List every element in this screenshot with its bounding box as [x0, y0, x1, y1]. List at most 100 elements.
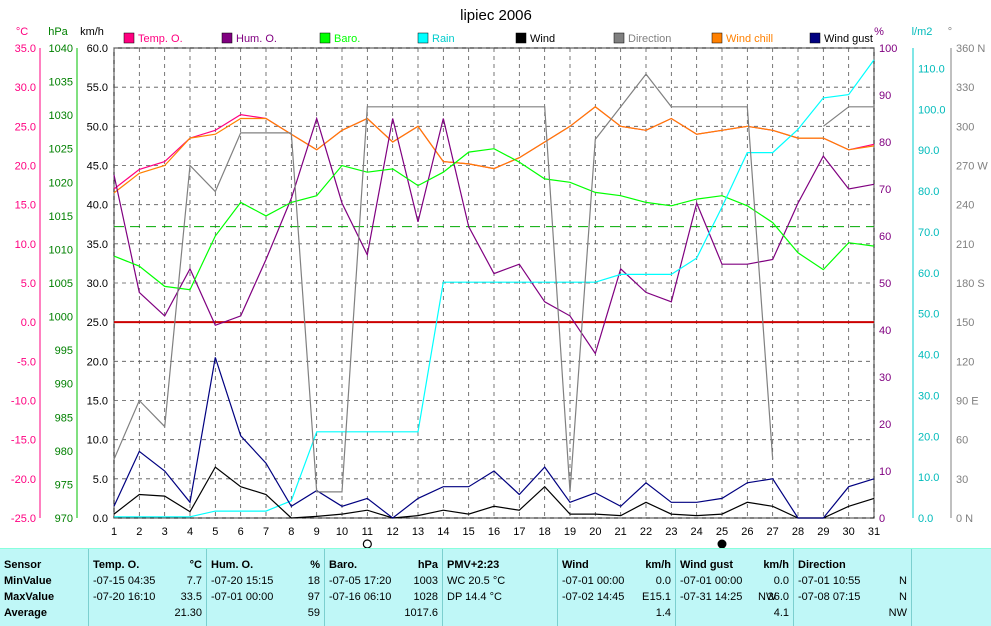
stats-pmv-windchill: WC 20.5 °C: [447, 575, 506, 587]
dir-unit-label: °: [948, 26, 952, 38]
x-tick-label: 3: [162, 526, 168, 538]
stats-direction-min-value: N: [899, 575, 907, 587]
rain-axis-tick: 90.0: [918, 145, 939, 157]
series-line-wind-gust: [113, 357, 875, 519]
stats-temp-max-date: -07-20 16:10: [93, 591, 156, 603]
stats-hum-min-value: 18: [307, 575, 320, 587]
stats-col-hum: Hum. O.% -07-20 15:15 18 -07-01 00:00 97 5…: [207, 549, 325, 626]
baro-axis-tick: 980: [55, 446, 73, 458]
series-line-hum-o: [113, 116, 875, 355]
legend-label: Direction: [628, 33, 671, 45]
dir-axis-tick: 90 E: [956, 396, 979, 408]
stats-wind-max-value: 15.1: [649, 591, 671, 603]
dir-axis-tick: 300: [956, 121, 974, 133]
temp-axis-tick: -5.0: [17, 356, 36, 368]
legend-label: Hum. O.: [236, 33, 277, 45]
stats-wind-min-date: -07-01 00:00: [562, 575, 625, 587]
dir-axis-tick: 270 W: [956, 161, 988, 173]
baro-axis-tick: 970: [55, 513, 73, 525]
moon-markers: [362, 539, 727, 548]
hum-unit-label: %: [874, 26, 884, 38]
x-tick-label: 13: [412, 526, 424, 538]
legend-label: Rain: [432, 33, 455, 45]
stats-direction-avg-value: NW: [888, 607, 907, 619]
x-tick-label: 15: [463, 526, 475, 538]
wind-axis-tick: 45.0: [87, 161, 108, 173]
x-tick-label: 10: [336, 526, 348, 538]
temp-unit-label: °C: [16, 26, 28, 38]
temp-axis-tick: -25.0: [11, 513, 36, 525]
x-tick-label: 28: [792, 526, 804, 538]
dir-axis-tick: 330: [956, 82, 974, 94]
temp-axis-tick: -20.0: [11, 474, 36, 486]
stats-row-label-avg: Average: [4, 607, 48, 619]
baro-axis-tick: 1030: [49, 110, 73, 122]
baro-axis-tick: 990: [55, 379, 73, 391]
stats-wind-max-date: -07-02 14:45: [562, 591, 625, 603]
wind-unit-label: km/h: [80, 26, 104, 38]
legend-swatch: [221, 32, 233, 44]
stats-gust-max-value: 36.0: [767, 591, 789, 603]
x-tick-label: 14: [437, 526, 449, 538]
rain-axis-tick: 30.0: [918, 390, 939, 402]
wind-axis-tick: 0.0: [93, 513, 108, 525]
grid: [113, 47, 875, 519]
dir-axis-tick: 360 N: [956, 43, 985, 55]
x-tick-label: 16: [488, 526, 500, 538]
x-tick-label: 8: [288, 526, 294, 538]
series-line-rain: [114, 59, 875, 518]
legend-swatch: [515, 32, 527, 44]
legend-swatch: [809, 32, 821, 44]
temp-axis-tick: -10.0: [11, 396, 36, 408]
wind-axis-tick: 60.0: [87, 43, 108, 55]
x-tick-label: 18: [539, 526, 551, 538]
moon-new-marker: [362, 539, 372, 548]
stats-row-label-min: MinValue: [4, 575, 52, 587]
hum-axis-tick: 30: [879, 372, 891, 384]
stats-col-wind: Wind km/h -07-01 00:00 0.0 -07-02 14:45 E 15…: [558, 549, 676, 626]
stats-direction-max-value: N: [899, 591, 907, 603]
stats-direction-title: Direction: [798, 559, 846, 571]
baro-axis-tick: 975: [55, 479, 73, 491]
dir-axis-tick: 210: [956, 239, 974, 251]
hum-axis-tick: 70: [879, 184, 891, 196]
legend-swatch: [613, 32, 625, 44]
dir-axis-tick: 0 N: [956, 513, 973, 525]
series-line-wind-chill: [113, 106, 875, 194]
stats-baro-max-value: 1028: [413, 591, 438, 603]
hum-axis-tick: 80: [879, 137, 891, 149]
stats-gust-min-value: 0.0: [773, 575, 789, 587]
legend-label: Temp. O.: [138, 33, 183, 45]
stats-baro-min-date: -07-05 17:20: [329, 575, 392, 587]
dir-axis-tick: 60: [956, 435, 968, 447]
dir-axis-tick: 120: [956, 356, 974, 368]
x-tick-label: 23: [665, 526, 677, 538]
x-tick-label: 11: [362, 526, 373, 538]
x-tick-label: 31: [868, 526, 880, 538]
wind-axis-tick: 15.0: [87, 396, 108, 408]
stats-hum-min-date: -07-20 15:15: [211, 575, 274, 587]
hum-axis-tick: 0: [879, 513, 885, 525]
stats-gust-avg-value: 4.1: [773, 607, 789, 619]
series-line-baro: [113, 148, 875, 291]
stats-hum-title: Hum. O.: [211, 559, 254, 571]
legend-swatch: [417, 32, 429, 44]
stats-pmv-title: PMV+2:23: [447, 559, 500, 571]
x-tick-label: 26: [741, 526, 753, 538]
hum-axis-tick: 10: [879, 466, 891, 478]
wind-axis-tick: 10.0: [87, 435, 108, 447]
stats-hum-max-value: 97: [307, 591, 320, 603]
stats-row-label-max: MaxValue: [4, 591, 55, 603]
stats-hum-max-date: -07-01 00:00: [211, 591, 274, 603]
temp-axis-tick: 20.0: [15, 161, 36, 173]
baro-axis-tick: 1025: [49, 144, 73, 156]
stats-gust-max-dir: NW: [758, 591, 777, 603]
rain-axis-tick: 100.0: [918, 104, 946, 116]
stats-hum-avg-value: 59: [307, 607, 320, 619]
legend-label: Wind chill: [726, 33, 773, 45]
x-tick-label: 7: [263, 526, 269, 538]
stats-temp-min-value: 7.7: [186, 575, 202, 587]
x-tick-labels: 1 2 3 4 5 6 7 8 9 10 11 12 13 14 15 16 17 18 19 20 21 22 23 24 2…: [111, 526, 880, 538]
wind-axis-tick: 50.0: [87, 121, 108, 133]
series-line-direction: [822, 106, 874, 127]
